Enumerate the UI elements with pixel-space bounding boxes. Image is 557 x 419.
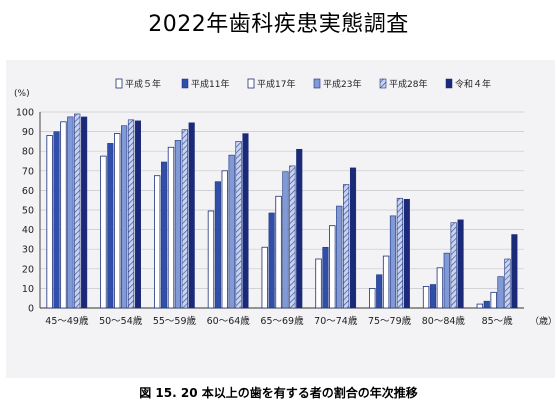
bar [382,255,390,309]
y-tick-label: 0 [28,304,34,315]
bar [261,246,268,309]
x-tick-label: 85～歳 [482,315,514,327]
legend-label: 平成５年 [125,78,161,90]
legend-swatch [181,78,189,89]
x-tick-label: 60～64歳 [207,315,251,327]
x-tick-label: 50～54歳 [99,315,143,327]
bar [315,258,322,309]
grid-lines [40,111,524,309]
bar [389,215,397,309]
legend-label: 平成17年 [257,78,295,90]
bar [53,131,60,309]
bar [153,175,161,309]
y-tick-label: 90 [22,127,34,138]
bar [235,141,242,309]
bar [490,291,497,309]
legend-label: 平成11年 [191,78,229,90]
x-tick-label: 55～59歳 [153,315,197,327]
bar [403,198,410,309]
bar [497,276,504,309]
bar [329,225,336,309]
bar [242,133,249,309]
y-tick-label: 70 [22,166,34,177]
bar [369,287,376,309]
bar [46,135,53,309]
y-tick-label: 10 [22,284,34,295]
bar [443,252,450,309]
bar [282,171,289,309]
x-tick-label: 80～84歳 [422,315,466,327]
bar [114,133,121,309]
legend-label: 平成28年 [389,78,427,90]
bar [483,300,490,309]
bar [476,303,484,309]
bar [511,234,518,309]
chart-panel: 0 10 20 30 40 50 60 70 80 90 100 (%) 45～49歳 50～54歳 55～… [6,60,555,378]
bar [181,129,188,309]
bar [67,116,74,309]
legend-swatch [379,78,387,89]
legend: 平成５年 平成11年 平成17年 平成23年 平成28年 令和４年 [115,78,491,90]
bar [174,140,181,309]
legend-swatch [313,78,321,89]
bar [127,119,135,309]
figure-caption: 図 15. 20 本以上の歯を有する者の割合の年次推移 [139,386,418,400]
x-axis-unit-label: （歳） [530,315,555,327]
bar [100,155,107,309]
y-tick-label: 60 [22,186,34,197]
y-axis-unit-label: (%) [14,89,30,99]
y-tick-label: 40 [22,225,34,236]
bar [167,146,175,309]
page-title: 2022年歯科疾患実態調査 [148,12,409,37]
bar [296,148,303,309]
bar [322,246,329,309]
bars [46,113,518,309]
bar [134,120,141,309]
bar [504,258,511,309]
bar [214,181,221,309]
y-tick-label: 50 [22,206,34,217]
axes [39,112,524,309]
x-tick-label: 65～69歳 [260,315,304,327]
bar [457,219,464,309]
bar [343,184,350,309]
bar [436,267,444,309]
bar [207,210,215,309]
bar [396,197,404,309]
bar [450,222,457,309]
axis-labels: 0 10 20 30 40 50 60 70 80 90 100 (%) 45～49歳 50～54歳 55～… [14,89,555,327]
bar [221,170,228,309]
bar [289,165,296,309]
bar [275,195,282,309]
bar [336,205,343,309]
legend-label: 令和４年 [455,78,491,90]
bar [161,161,168,309]
y-tick-label: 100 [16,108,34,119]
bar [429,284,437,309]
legend-swatch [115,78,123,89]
bar [74,113,81,309]
x-tick-label: 45～49歳 [45,315,89,327]
y-tick-label: 80 [22,147,34,158]
bar [188,122,195,309]
x-tick-label: 75～79歳 [368,315,412,327]
bar [121,125,128,309]
bar [268,212,275,309]
legend-swatch [445,78,453,89]
bar [107,143,114,309]
x-tick-label: 70～74歳 [314,315,358,327]
bar [349,167,357,309]
bar [376,274,383,309]
legend-label: 平成23年 [323,78,361,90]
bar [422,286,430,309]
bar [228,154,235,309]
y-tick-label: 20 [22,264,34,275]
legend-swatch [247,78,255,89]
bar [81,116,88,309]
bar-chart: 0 10 20 30 40 50 60 70 80 90 100 (%) 45～49歳 50～54歳 55～… [14,78,555,327]
bar [60,121,67,309]
y-tick-label: 30 [22,245,34,256]
